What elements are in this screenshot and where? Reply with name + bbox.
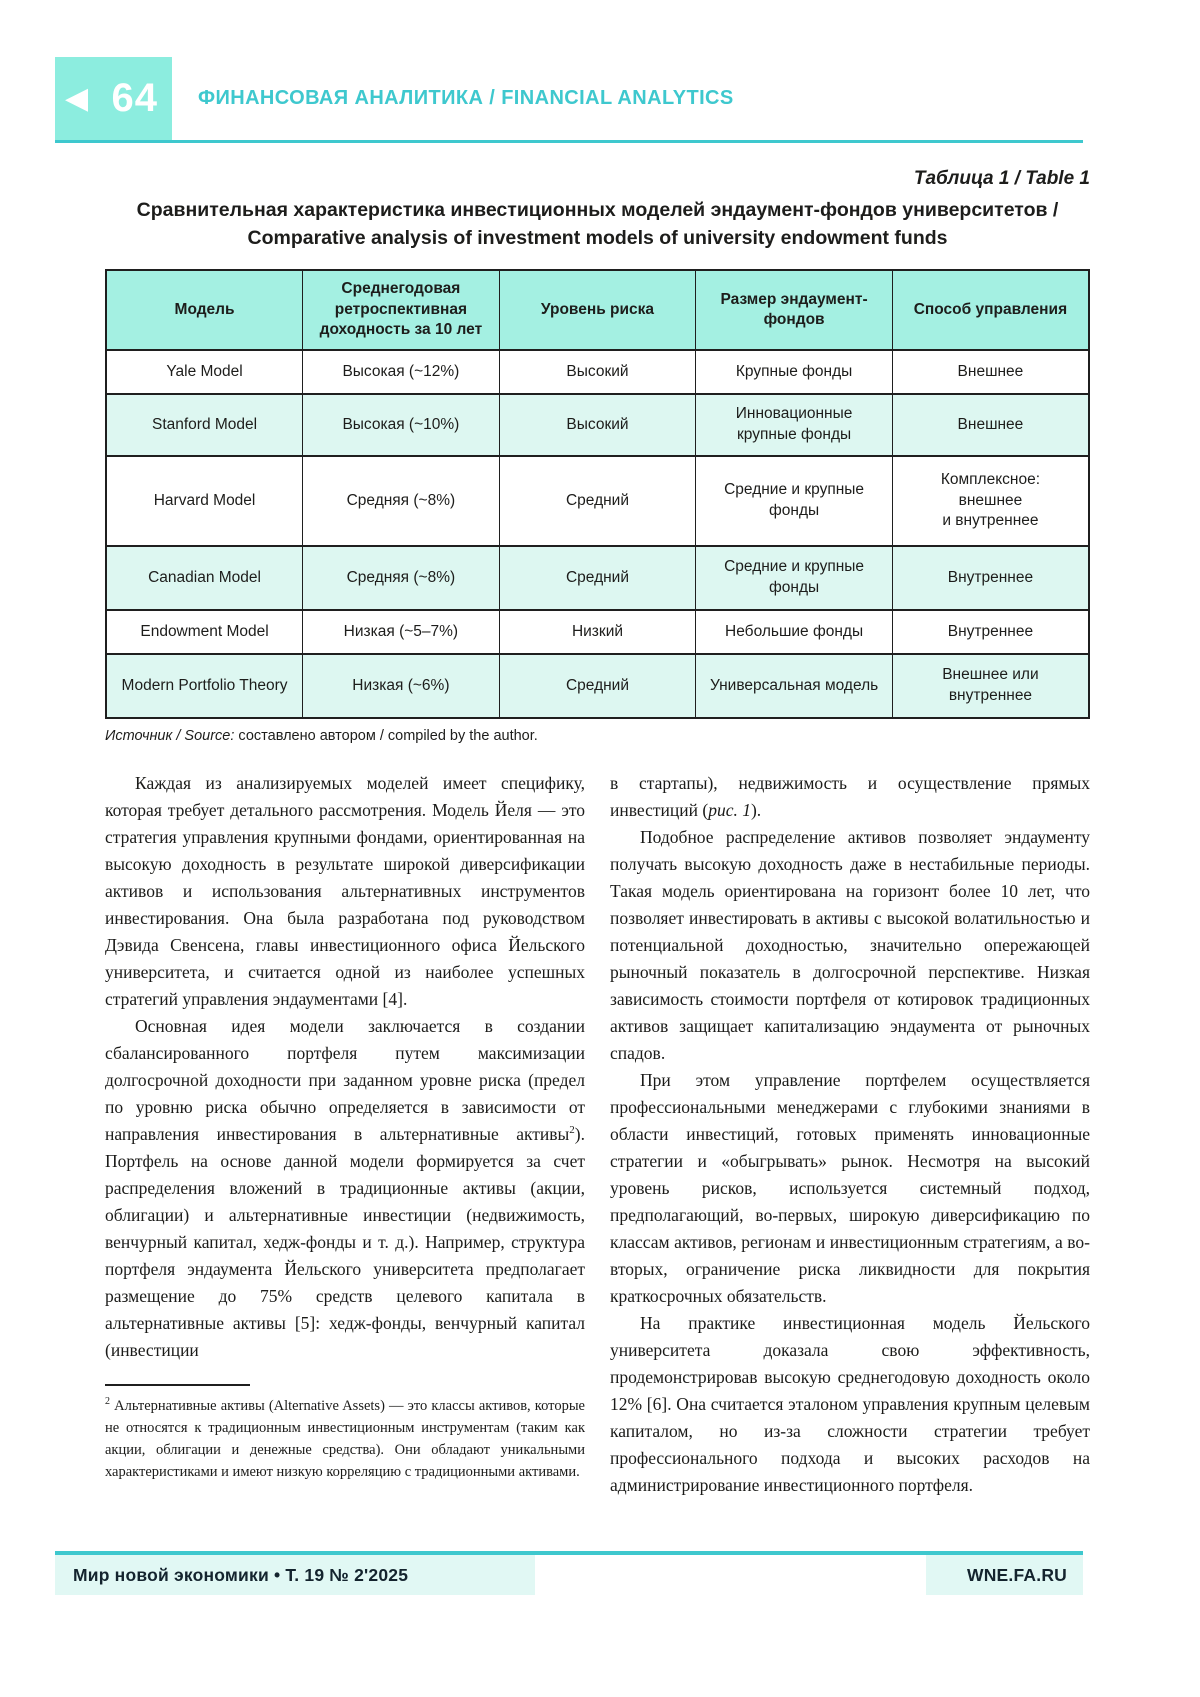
column-header-management: Способ управления (891, 269, 1090, 351)
table-cell: Универсальная модель (695, 652, 893, 719)
table-caption: Таблица 1 / Table 1 (913, 168, 1090, 189)
table-cell: Крупные фонды (695, 348, 893, 395)
section-title: ФИНАНСОВАЯ АНАЛИТИКА / FINANCIAL ANALYTI… (198, 87, 734, 109)
paragraph-text: Основная идея модели заключается в созда… (105, 1015, 585, 1144)
table-cell: Modern Portfolio Theory (105, 652, 304, 719)
table-header-row: Модель Среднегодовая ретроспективная дох… (105, 269, 1090, 351)
footnote: 2 Альтернативные активы (Alternative Ass… (105, 1395, 585, 1483)
left-column: Каждая из анализируемых моделей имеет сп… (105, 770, 585, 1499)
paragraph: На практике инвестиционная модель Йельск… (610, 1312, 1090, 1495)
table-cell: Низкая (~6%) (302, 652, 500, 719)
table-cell: Средняя (~8%) (302, 544, 500, 611)
table-cell: Yale Model (105, 348, 304, 395)
paragraph: в стартапы), недвижимость и осуществлени… (610, 770, 1090, 824)
table-row: Endowment Model Низкая (~5–7%) Низкий Не… (105, 608, 1090, 655)
paragraph-text: в стартапы), недвижимость и осуществлени… (610, 772, 1090, 820)
footer-journal-info: Мир новой экономики • Т. 19 № 2'2025 (55, 1555, 535, 1595)
table-cell: Высокий (498, 348, 697, 395)
table-cell: Низкая (~5–7%) (302, 608, 500, 655)
column-header-model: Модель (105, 269, 304, 351)
table-cell: Внешнее (891, 348, 1090, 395)
table-cell: Высокая (~10%) (302, 392, 500, 457)
page-header: ◀ 64 ФИНАНСОВАЯ АНАЛИТИКА / FINANCIAL AN… (55, 57, 1083, 143)
column-header-return: Среднегодовая ретроспективная доходность… (302, 269, 500, 351)
page-footer: Мир новой экономики • Т. 19 № 2'2025 WNE… (55, 1551, 1083, 1595)
back-arrow-icon: ◀ (65, 81, 89, 115)
paragraph-text: ). (750, 799, 762, 820)
table-cell: Средний (498, 454, 697, 547)
table-cell: Средняя (~8%) (302, 454, 500, 547)
column-header-fund-size: Размер эндаумент-фондов (695, 269, 893, 351)
table-row: Modern Portfolio Theory Низкая (~6%) Сре… (105, 652, 1090, 719)
table-row: Yale Model Высокая (~12%) Высокий Крупны… (105, 348, 1090, 395)
footnote-reference: 2 (569, 1123, 575, 1136)
table-cell: Низкий (498, 608, 697, 655)
table-cell: Небольшие фонды (695, 608, 893, 655)
article-columns: Каждая из анализируемых моделей имеет сп… (105, 770, 1090, 1499)
footnote-text: Альтернативные активы (Alternative Asset… (105, 1397, 585, 1480)
table-cell: Внешнее или внутреннее (891, 652, 1090, 719)
paragraph: Каждая из анализируемых моделей имеет сп… (105, 772, 585, 1009)
table-cell: Внутреннее (891, 608, 1090, 655)
table-cell: Harvard Model (105, 454, 304, 547)
column-header-risk: Уровень риска (498, 269, 697, 351)
table-cell: Canadian Model (105, 544, 304, 611)
table-cell: Средний (498, 652, 697, 719)
table-cell: Средний (498, 544, 697, 611)
table-cell: Средние и крупные фонды (695, 544, 893, 611)
paragraph-text: ). Портфель на основе данной модели форм… (105, 1123, 585, 1360)
table-row: Canadian Model Средняя (~8%) Средний Сре… (105, 544, 1090, 611)
table-cell: Endowment Model (105, 608, 304, 655)
source-text: составлено автором / compiled by the aut… (234, 727, 538, 744)
table-cell: Высокая (~12%) (302, 348, 500, 395)
table-row: Harvard Model Средняя (~8%) Средний Сред… (105, 454, 1090, 547)
footer-site-url: WNE.FA.RU (926, 1555, 1083, 1595)
table-row: Stanford Model Высокая (~10%) Высокий Ин… (105, 392, 1090, 457)
paragraph: При этом управление портфелем осуществля… (610, 1069, 1090, 1306)
table-cell: Средние и крупные фонды (695, 454, 893, 547)
table-source-note: Источник / Source: составлено автором / … (105, 728, 1090, 744)
table-title: Сравнительная характеристика инвестицион… (136, 199, 1059, 249)
table-cell: Внутреннее (891, 544, 1090, 611)
table-cell: Высокий (498, 392, 697, 457)
footnote-marker: 2 (105, 1395, 110, 1407)
table-cell: Внешнее (891, 392, 1090, 457)
page-number: 64 (111, 76, 158, 120)
source-label: Источник / Source: (105, 727, 235, 744)
table-cell: Комплексное: внешнее и внутреннее (891, 454, 1090, 547)
paragraph: Подобное распределение активов позволяет… (610, 826, 1090, 1063)
right-column: в стартапы), недвижимость и осуществлени… (610, 770, 1090, 1499)
page-number-block: ◀ 64 (55, 57, 172, 140)
page-content: Таблица 1 / Table 1 Сравнительная характ… (105, 150, 1090, 1499)
footnote-divider (105, 1383, 250, 1386)
table-cell: Stanford Model (105, 392, 304, 457)
table-cell: Инновационные крупные фонды (695, 392, 893, 457)
paragraph: Основная идея модели заключается в созда… (105, 1013, 585, 1364)
figure-reference: рис. 1 (708, 799, 751, 820)
endowment-models-table: Модель Среднегодовая ретроспективная дох… (105, 269, 1090, 719)
